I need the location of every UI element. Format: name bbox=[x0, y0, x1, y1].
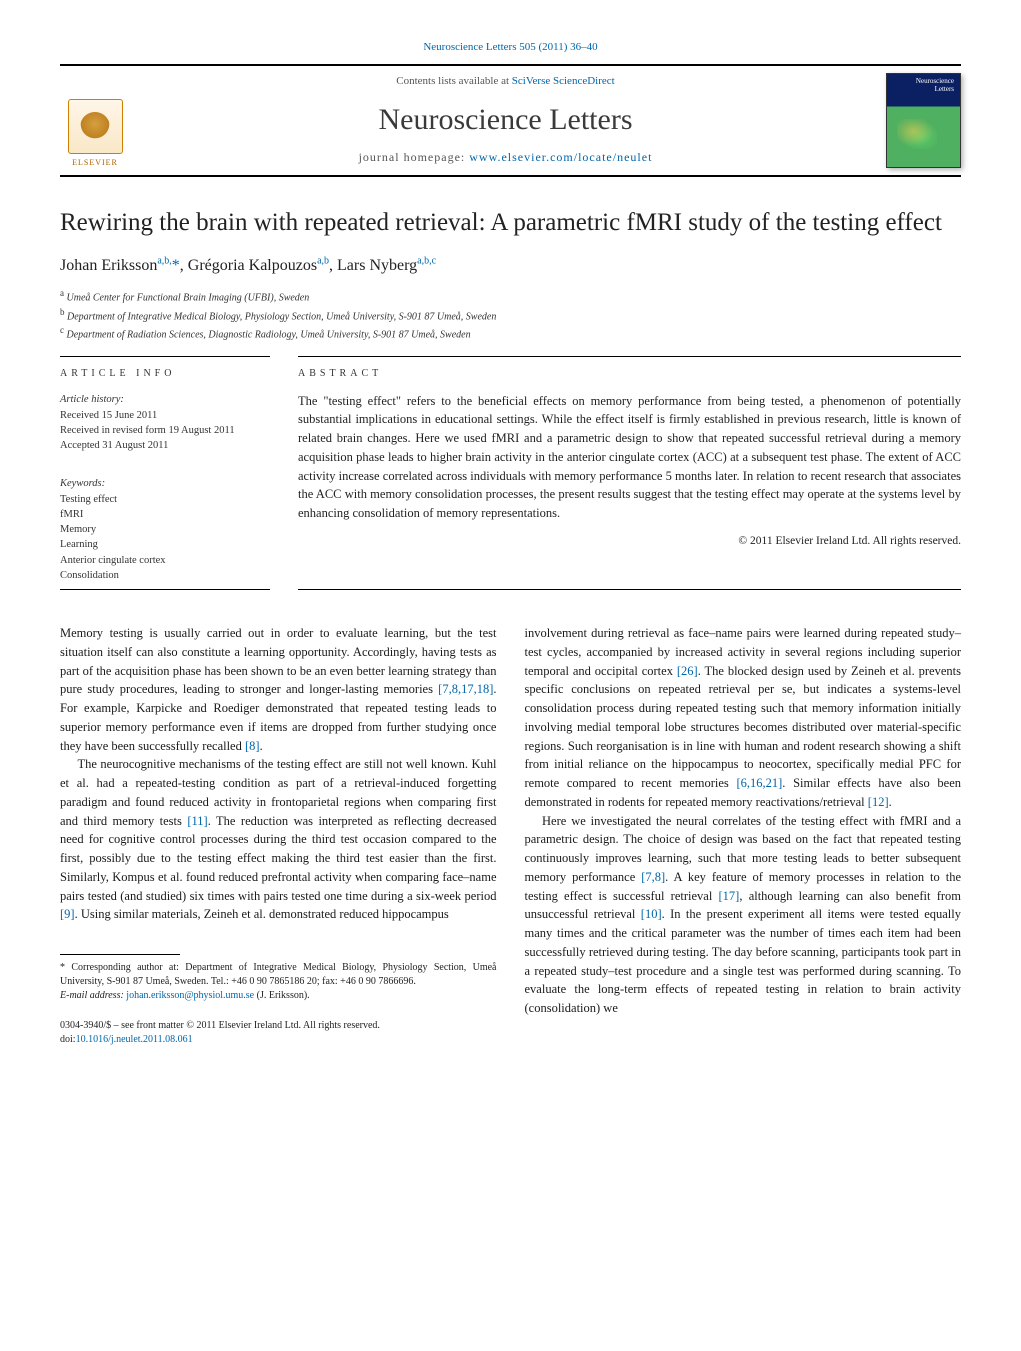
abstract-column: abstract The "testing effect" refers to … bbox=[298, 356, 961, 590]
abstract-copyright: © 2011 Elsevier Ireland Ltd. All rights … bbox=[298, 533, 961, 550]
keyword: Consolidation bbox=[60, 568, 270, 583]
body-paragraph: involvement during retrieval as face–nam… bbox=[525, 624, 962, 812]
article-info-label: article info bbox=[60, 367, 270, 382]
history-line: Received 15 June 2011 bbox=[60, 408, 270, 423]
keywords-block: Keywords: Testing effect fMRI Memory Lea… bbox=[60, 476, 270, 590]
abstract-label: abstract bbox=[298, 367, 961, 382]
article-history: Article history: Received 15 June 2011 R… bbox=[60, 392, 270, 464]
running-head: Neuroscience Letters 505 (2011) 36–40 bbox=[60, 40, 961, 56]
history-head: Article history: bbox=[60, 392, 270, 407]
contents-prefix: Contents lists available at bbox=[396, 75, 511, 87]
keyword: fMRI bbox=[60, 507, 270, 522]
elsevier-tree-icon bbox=[68, 99, 123, 154]
publisher-logo-area: ELSEVIER bbox=[60, 66, 140, 175]
homepage-prefix: journal homepage: bbox=[359, 150, 470, 164]
corresponding-footnote: * Corresponding author at: Department of… bbox=[60, 961, 497, 989]
elsevier-logo: ELSEVIER bbox=[60, 89, 130, 169]
body-col-left: Memory testing is usually carried out in… bbox=[60, 624, 497, 1047]
history-line: Accepted 31 August 2011 bbox=[60, 438, 270, 453]
affiliation: c Department of Radiation Sciences, Diag… bbox=[60, 324, 961, 342]
article-info-column: article info Article history: Received 1… bbox=[60, 356, 270, 590]
doi-line: doi:10.1016/j.neulet.2011.08.061 bbox=[60, 1033, 497, 1047]
email-footnote: E-mail address: johan.eriksson@physiol.u… bbox=[60, 989, 497, 1003]
affiliation: b Department of Integrative Medical Biol… bbox=[60, 306, 961, 324]
keyword: Anterior cingulate cortex bbox=[60, 553, 270, 568]
running-head-link[interactable]: Neuroscience Letters 505 (2011) 36–40 bbox=[423, 41, 597, 53]
contents-line: Contents lists available at SciVerse Sci… bbox=[150, 74, 861, 90]
abstract-text: The "testing effect" refers to the benef… bbox=[298, 392, 961, 523]
article-title: Rewiring the brain with repeated retriev… bbox=[60, 207, 961, 238]
banner-center: Contents lists available at SciVerse Sci… bbox=[140, 66, 871, 175]
doi-link[interactable]: 10.1016/j.neulet.2011.08.061 bbox=[76, 1034, 193, 1045]
cover-thumb-title: NeuroscienceLetters bbox=[887, 78, 960, 93]
journal-cover-thumb: NeuroscienceLetters bbox=[886, 73, 961, 168]
affiliation: a Umeå Center for Functional Brain Imagi… bbox=[60, 287, 961, 305]
journal-homepage-link[interactable]: www.elsevier.com/locate/neulet bbox=[469, 150, 652, 164]
front-matter-line: 0304-3940/$ – see front matter © 2011 El… bbox=[60, 1019, 497, 1033]
footnote-rule bbox=[60, 954, 180, 955]
footnotes: * Corresponding author at: Department of… bbox=[60, 961, 497, 1003]
keyword: Testing effect bbox=[60, 492, 270, 507]
cover-thumb-area: NeuroscienceLetters bbox=[871, 66, 961, 175]
body-paragraph: Memory testing is usually carried out in… bbox=[60, 624, 497, 755]
footer-block: 0304-3940/$ – see front matter © 2011 El… bbox=[60, 1019, 497, 1047]
body-paragraph: Here we investigated the neural correlat… bbox=[525, 812, 962, 1018]
author-list: Johan Erikssona,b,*, Grégoria Kalpouzosa… bbox=[60, 254, 961, 277]
journal-name: Neuroscience Letters bbox=[150, 98, 861, 142]
keyword: Memory bbox=[60, 522, 270, 537]
journal-homepage-line: journal homepage: www.elsevier.com/locat… bbox=[150, 149, 861, 166]
body-columns: Memory testing is usually carried out in… bbox=[60, 624, 961, 1047]
body-col-right: involvement during retrieval as face–nam… bbox=[525, 624, 962, 1047]
journal-banner: ELSEVIER Contents lists available at Sci… bbox=[60, 64, 961, 177]
elsevier-wordmark: ELSEVIER bbox=[72, 157, 118, 169]
history-line: Received in revised form 19 August 2011 bbox=[60, 423, 270, 438]
corr-email-link[interactable]: johan.eriksson@physiol.umu.se bbox=[126, 990, 254, 1001]
sciencedirect-link[interactable]: SciVerse ScienceDirect bbox=[512, 75, 615, 87]
keywords-head: Keywords: bbox=[60, 476, 270, 491]
affiliations: a Umeå Center for Functional Brain Imagi… bbox=[60, 287, 961, 342]
keyword: Learning bbox=[60, 537, 270, 552]
body-paragraph: The neurocognitive mechanisms of the tes… bbox=[60, 755, 497, 924]
